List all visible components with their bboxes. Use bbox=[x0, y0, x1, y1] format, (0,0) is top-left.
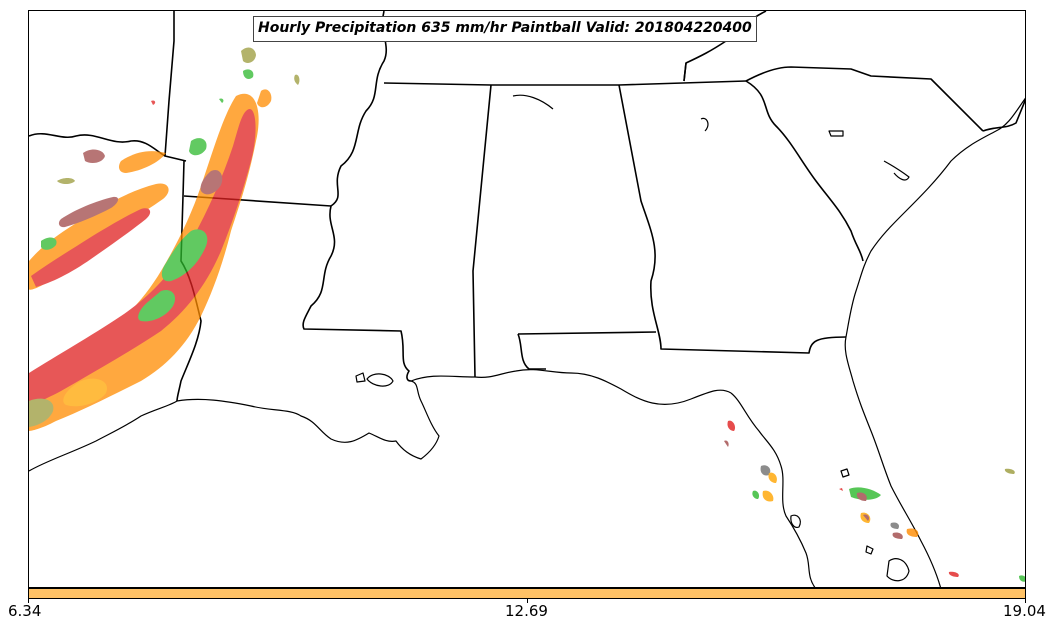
colorbar bbox=[28, 588, 1026, 599]
coastline bbox=[29, 94, 1025, 587]
precip-blobs-north-texas bbox=[29, 149, 169, 290]
precip-blobs-florida bbox=[724, 420, 1025, 582]
precip-blobs-main-band bbox=[29, 89, 272, 431]
colorbar-tick-min bbox=[28, 599, 29, 603]
colorbar-label-min: 6.34 bbox=[8, 602, 42, 620]
colorbar-label-max: 19.04 bbox=[1003, 602, 1046, 620]
colorbar-tick-mid bbox=[527, 599, 528, 603]
map-panel[interactable] bbox=[28, 10, 1026, 588]
colorbar-label-mid: 12.69 bbox=[505, 602, 548, 620]
map-canvas bbox=[29, 11, 1025, 587]
precip-blobs-arkansas bbox=[151, 47, 300, 156]
map-title: Hourly Precipitation 635 mm/hr Paintball… bbox=[253, 16, 757, 42]
colorbar-tick-max bbox=[1025, 599, 1026, 603]
